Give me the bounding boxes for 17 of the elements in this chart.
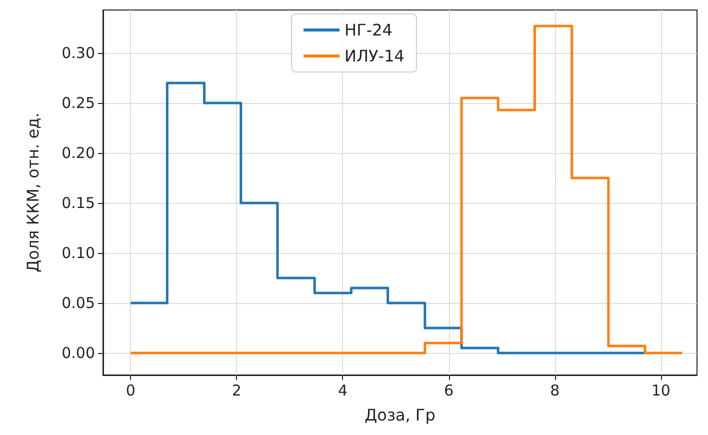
- x-tick-label: 4: [338, 382, 348, 400]
- y-tick-label: 0.30: [62, 44, 95, 62]
- x-tick-label: 2: [232, 382, 242, 400]
- y-tick-label: 0.20: [62, 144, 95, 162]
- legend-label: НГ-24: [344, 20, 392, 40]
- y-tick-label: 0.25: [62, 94, 95, 112]
- x-tick-label: 8: [550, 382, 560, 400]
- x-axis-title: Доза, Гр: [364, 406, 436, 424]
- y-tick-label: 0.05: [62, 294, 95, 312]
- x-tick-label: 0: [126, 382, 136, 400]
- y-tick-label: 0.00: [62, 344, 95, 362]
- x-tick-label: 6: [444, 382, 454, 400]
- x-tick-label: 10: [651, 382, 670, 400]
- y-tick-label: 0.10: [62, 244, 95, 262]
- y-axis-title: Доля ККМ, отн. ед.: [24, 112, 42, 272]
- y-tick-label: 0.15: [62, 194, 95, 212]
- legend-label: ИЛУ-14: [344, 46, 404, 66]
